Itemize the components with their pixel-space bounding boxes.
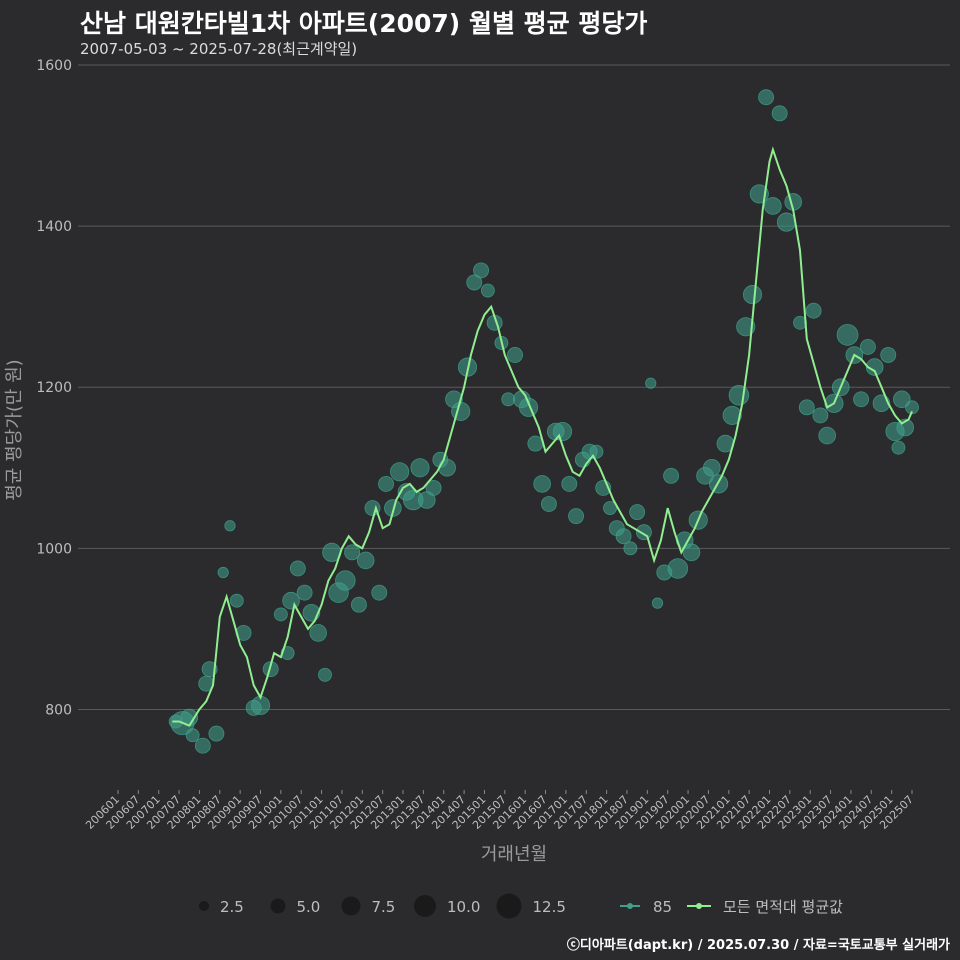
legend-size-label: 10.0 — [447, 898, 480, 916]
chart-subtitle: 2007-05-03 ~ 2025-07-28(최근계약일) — [80, 40, 358, 58]
y-gridlines — [78, 64, 950, 710]
scatter-point — [663, 467, 680, 484]
scatter-point — [224, 520, 236, 532]
y-tick-label: 1600 — [36, 58, 72, 74]
scatter-points-85 — [168, 89, 919, 754]
legend-size-circle — [270, 898, 286, 914]
scatter-point — [651, 597, 664, 609]
scatter-point — [859, 339, 876, 355]
legend-size-circle — [414, 895, 436, 917]
legend-size-circle — [199, 901, 209, 911]
scatter-point — [836, 323, 859, 346]
scatter-point — [682, 543, 701, 562]
scatter-point — [451, 401, 471, 421]
scatter-point — [229, 593, 244, 608]
scatter-point — [891, 440, 906, 455]
scatter-point — [425, 479, 442, 496]
y-tick-label: 800 — [45, 702, 72, 718]
scatter-point — [568, 508, 585, 525]
scatter-point — [501, 392, 516, 407]
scatter-point — [561, 475, 578, 492]
scatter-point — [335, 570, 356, 591]
scatter-point — [289, 560, 306, 577]
legend-size-circle — [496, 893, 522, 919]
scatter-point — [384, 499, 402, 517]
y-tick-label: 1400 — [36, 219, 72, 235]
scatter-point — [615, 528, 632, 545]
scatter-point — [371, 584, 388, 601]
scatter-point — [390, 462, 410, 482]
scatter-point — [350, 596, 367, 613]
y-tick-label: 1000 — [36, 541, 72, 557]
legend-label-85: 85 — [653, 898, 672, 916]
scatter-point — [722, 405, 742, 425]
scatter-point — [667, 558, 689, 579]
scatter-point — [764, 197, 782, 215]
scatter-point — [217, 566, 229, 579]
scatter-point — [473, 262, 490, 279]
scatter-point — [603, 501, 617, 515]
source-credit: ⓒ디아파트(dapt.kr) / 2025.07.30 / 자료=국토교통부 실… — [566, 938, 950, 953]
x-axis-label: 거래년월 — [481, 844, 547, 865]
legend-key-85-dot — [627, 903, 633, 909]
scatter-point — [742, 285, 763, 305]
scatter-point — [805, 302, 822, 319]
legend-label-avg: 모든 면적대 평균값 — [723, 898, 843, 916]
y-tick-labels: 800 1000 1200 1400 1600 — [36, 58, 72, 718]
y-tick-label: 1200 — [36, 380, 72, 396]
y-axis-label: 평균 평당가(만 원) — [4, 359, 25, 500]
scatter-point — [282, 591, 300, 610]
scatter-point — [798, 399, 815, 416]
scatter-point — [623, 541, 638, 556]
avg-line-all-sizes — [172, 146, 913, 727]
scatter-point — [776, 212, 797, 232]
scatter-point — [812, 407, 829, 424]
scatter-point — [208, 725, 225, 742]
legend-size-label: 12.5 — [533, 898, 566, 916]
scatter-point — [645, 377, 657, 389]
scatter-point — [893, 390, 911, 409]
legend-size-circle — [341, 896, 361, 916]
scatter-point — [865, 358, 884, 376]
scatter-point — [771, 105, 788, 122]
scatter-point — [818, 426, 836, 445]
scatter-point — [480, 283, 495, 298]
scatter-point — [309, 624, 327, 642]
scatter-point — [880, 347, 897, 363]
scatter-point — [410, 458, 430, 478]
chart-title: 산남 대원칸타빌1차 아파트(2007) 월별 평균 평당가 — [80, 9, 648, 38]
legend-key-avg-dot — [696, 903, 702, 909]
legend-size-label: 5.0 — [297, 898, 321, 916]
legend-size-label: 2.5 — [220, 898, 244, 916]
scatter-point — [540, 496, 557, 512]
scatter-point — [853, 391, 870, 408]
scatter-point — [466, 274, 483, 291]
x-tick-labels: 2006012006072007012007072008012008072009… — [83, 790, 916, 832]
scatter-point — [318, 667, 332, 682]
scatter-point — [533, 475, 551, 493]
scatter-point — [344, 544, 361, 561]
scatter-point — [194, 737, 211, 754]
scatter-point — [273, 607, 288, 622]
scatter-point — [758, 89, 775, 106]
scatter-point — [507, 347, 523, 363]
scatter-point — [438, 458, 456, 477]
scatter-point — [703, 458, 721, 477]
scatter-point — [378, 475, 395, 492]
scatter-point — [527, 435, 544, 452]
legend-size-label: 7.5 — [372, 898, 396, 916]
legend: 2.5 5.0 7.5 10.0 12.5 85 모든 면적대 평균값 — [199, 893, 843, 919]
scatter-point — [629, 504, 646, 521]
scatter-point — [356, 551, 375, 570]
scatter-point — [185, 728, 200, 743]
scatter-point — [296, 584, 313, 601]
scatter-point — [728, 385, 750, 406]
